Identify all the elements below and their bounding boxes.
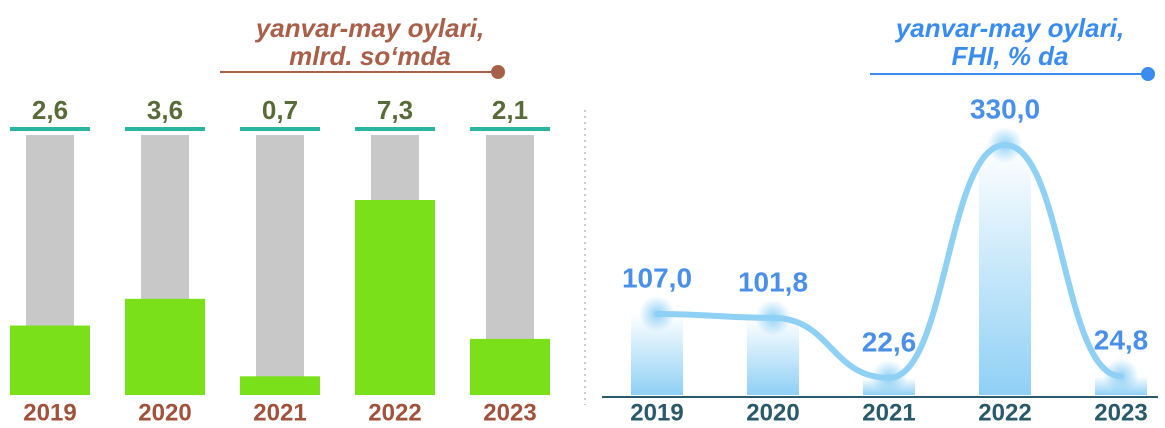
value-label: 2,1 — [492, 95, 528, 125]
value-label: 0,7 — [262, 95, 298, 125]
value-label: 7,3 — [377, 95, 413, 125]
x-tick-label: 2019 — [630, 399, 683, 426]
value-label: 22,6 — [862, 326, 917, 357]
bar — [979, 145, 1031, 395]
bar — [355, 200, 435, 395]
x-tick-label: 2020 — [138, 399, 191, 426]
title-dot — [491, 65, 505, 79]
x-tick-label: 2021 — [862, 399, 915, 426]
x-tick-label: 2023 — [1094, 399, 1147, 426]
glow — [1103, 358, 1139, 395]
chart-title: yanvar-may oylari, — [894, 13, 1124, 43]
bar — [125, 298, 205, 395]
value-label: 2,6 — [32, 95, 68, 125]
bar — [470, 338, 550, 395]
x-tick-label: 2020 — [746, 399, 799, 426]
x-tick-label: 2022 — [368, 399, 421, 426]
value-label: 24,8 — [1094, 325, 1149, 356]
title-dot — [1141, 67, 1155, 81]
chart-title: mlrd. so‘mda — [289, 41, 451, 71]
glow — [755, 299, 791, 336]
x-tick-label: 2022 — [978, 399, 1031, 426]
glow — [871, 359, 907, 396]
bar — [240, 376, 320, 395]
chart-title: FHI, % da — [951, 41, 1068, 71]
bar-track — [256, 135, 304, 395]
x-tick-label: 2023 — [483, 399, 536, 426]
bar — [10, 325, 90, 395]
value-label: 3,6 — [147, 95, 183, 125]
value-label: 107,0 — [622, 262, 692, 293]
x-tick-label: 2019 — [23, 399, 76, 426]
chart-title: yanvar-may oylari, — [254, 13, 484, 43]
value-label: 101,8 — [738, 266, 808, 297]
glow — [639, 295, 675, 332]
glow — [987, 127, 1023, 163]
x-tick-label: 2021 — [253, 399, 306, 426]
value-label: 330,0 — [970, 93, 1040, 124]
